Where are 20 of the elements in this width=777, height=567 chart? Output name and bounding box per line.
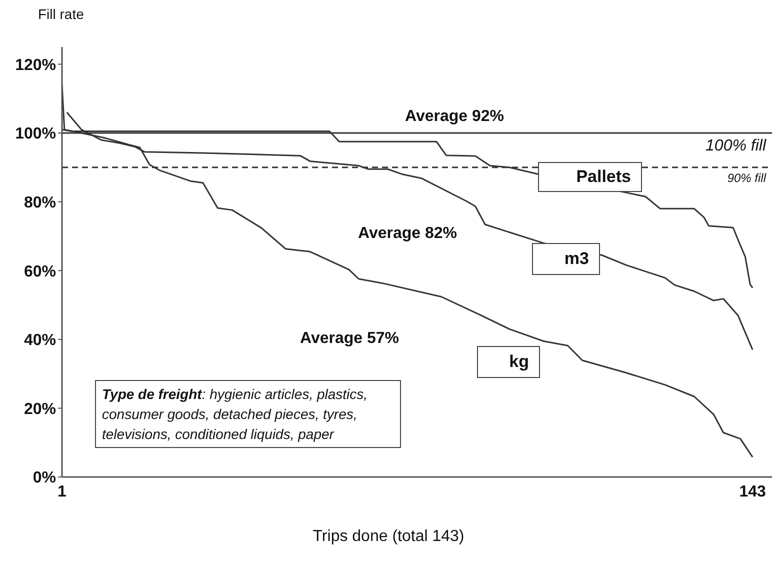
y-tick-label: 60% xyxy=(24,263,56,280)
annotation: Average 92% xyxy=(405,108,504,126)
y-axis-title: Fill rate xyxy=(38,6,84,22)
series-label: kg xyxy=(477,346,540,378)
y-tick-label: 0% xyxy=(32,470,56,487)
y-tick-label: 80% xyxy=(24,194,56,212)
annotation: Average 82% xyxy=(358,225,458,243)
x-axis-title: Trips done (total 143) xyxy=(312,528,466,546)
y-tick-label: 120% xyxy=(15,56,56,74)
series-label: m3 xyxy=(532,243,600,275)
annotation: Type de freight: hygienic articles, plastics, consumer goods, detached pieces, tyres, televisions, conditioned liquids, paper xyxy=(95,380,401,448)
ref-line-label: 100% fill xyxy=(706,137,766,154)
annotation: Average 57% xyxy=(300,330,400,348)
x-tick-label: 1 xyxy=(58,483,67,500)
y-tick-label: 40% xyxy=(24,332,56,350)
ref-line-label: 90% fill xyxy=(727,170,766,185)
x-tick-label: 143 xyxy=(739,483,766,500)
y-tick-label: 100% xyxy=(15,126,56,143)
y-tick-label: 20% xyxy=(24,400,56,418)
series-label: Pallets xyxy=(538,162,642,192)
